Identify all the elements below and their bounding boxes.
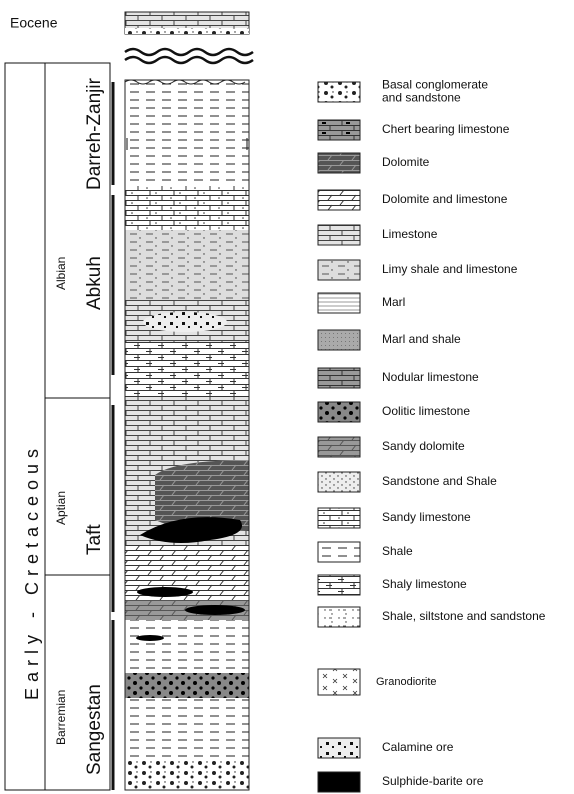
legend-label: Sandy limestone: [382, 510, 471, 524]
stage-label: Albian: [54, 257, 68, 290]
unconformity: [125, 49, 253, 63]
legend-label: Marl: [382, 295, 405, 309]
legend-swatch: [318, 607, 360, 627]
sulphide-lens: [185, 605, 245, 615]
bed: [125, 186, 249, 230]
legend-label: Oolitic limestone: [382, 404, 470, 418]
bed: [125, 673, 249, 698]
formation-label: Abkuh: [84, 256, 105, 310]
legend-swatch: [318, 542, 360, 562]
legend-swatch: [318, 190, 360, 210]
legend-swatch: [318, 120, 360, 140]
column: [125, 80, 249, 790]
legend-swatch: [318, 508, 360, 528]
legend-label: Dolomite: [382, 155, 430, 169]
bed: [125, 80, 249, 186]
era-label: Early - Cretaceous: [22, 443, 42, 700]
bed: [125, 645, 249, 673]
legend-label: Limestone: [382, 227, 438, 241]
formation-label: Taft: [84, 524, 105, 555]
legend-label: Sandstone and Shale: [382, 474, 497, 488]
bed: [125, 342, 249, 397]
legend-label: Calamine ore: [382, 740, 454, 754]
legend-swatch: [318, 772, 360, 792]
legend-label: and sandstone: [382, 91, 461, 105]
stratigraphic-column: Eocene Early - Cretaceous Albian Aptian …: [0, 0, 574, 794]
legend-swatch: [318, 472, 360, 492]
legend-label: Granodiorite: [376, 676, 437, 688]
legend-label: Shaly limestone: [382, 577, 467, 591]
legend-swatch: [318, 368, 360, 388]
bed: [125, 760, 249, 790]
legend-label: Nodular limestone: [382, 370, 479, 384]
sulphide-lens: [136, 635, 164, 641]
legend-swatch: [318, 82, 360, 102]
legend-swatch: [318, 153, 360, 173]
formation-label: Sangestan: [84, 684, 105, 775]
legend-label: Chert bearing limestone: [382, 122, 510, 136]
legend-swatch: [318, 669, 360, 695]
legend-label: Shale, siltstone and sandstone: [382, 609, 546, 623]
bed: [125, 230, 249, 300]
legend-swatch: [318, 437, 360, 457]
legend-label: Shale: [382, 544, 413, 558]
ore-lens: [143, 312, 227, 332]
stage-label: Barremian: [54, 690, 68, 745]
legend-label: Dolomite and limestone: [382, 192, 508, 206]
legend-label: Marl and shale: [382, 332, 461, 346]
bed: [125, 620, 249, 645]
legend-label: Basal conglomerate: [382, 78, 488, 92]
bed: [125, 698, 249, 760]
stage-label: Aptian: [54, 491, 68, 525]
legend-swatch: [318, 330, 360, 350]
legend-swatch: [318, 738, 360, 758]
eocene-base: [125, 28, 249, 34]
legend-label: Sandy dolomite: [382, 439, 465, 453]
legend-swatch: [318, 225, 360, 245]
legend-swatch: [318, 260, 360, 280]
legend-swatch: [318, 402, 360, 422]
legend-swatch: [318, 575, 360, 595]
epoch-label: Eocene: [10, 15, 58, 31]
legend-label: Limy shale and limestone: [382, 262, 518, 276]
sulphide-lens: [137, 587, 193, 597]
formation-label: Darreh-Zanjir: [84, 77, 105, 190]
legend-swatch: [318, 293, 360, 313]
legend-label: Sulphide-barite ore: [382, 774, 484, 788]
